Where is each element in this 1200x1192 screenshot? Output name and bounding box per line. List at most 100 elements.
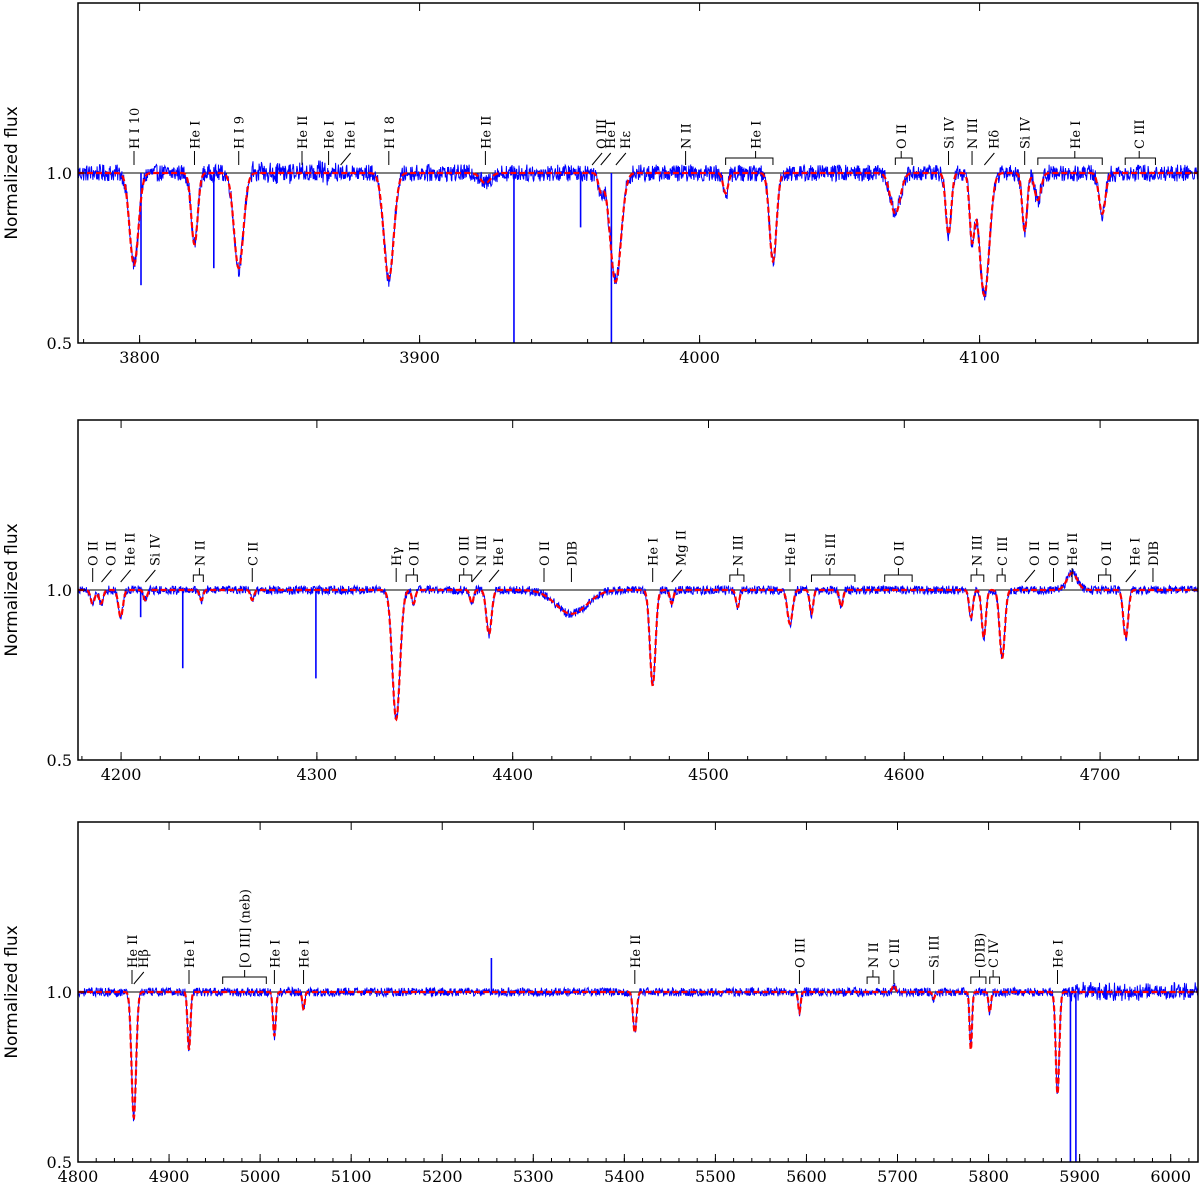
line-id: He I — [1051, 940, 1066, 984]
line-id: N II — [192, 540, 208, 582]
x-tick-label: 5800 — [968, 1167, 1009, 1186]
line-id-label: He II — [124, 533, 139, 566]
y-tick-label: 1.0 — [47, 983, 72, 1002]
line-id: N II — [866, 942, 882, 984]
line-id-label: H I 9 — [233, 116, 248, 149]
line-id-tick — [615, 152, 627, 166]
line-id-label: Mg II — [675, 530, 690, 566]
line-id-bracket — [996, 574, 1006, 582]
x-tick-label: 3900 — [399, 348, 440, 367]
line-id: He I — [323, 121, 338, 165]
line-id: C III — [996, 537, 1011, 582]
line-id-label: N II — [867, 942, 882, 968]
line-id-label: N III — [732, 535, 747, 566]
line-id: O II — [1047, 541, 1062, 582]
line-id: He I — [725, 121, 774, 165]
line-id-label: [O III] (neb) — [239, 889, 254, 968]
line-id-tick — [101, 569, 112, 583]
line-id: O II — [87, 541, 102, 582]
line-id-label: Si IV — [943, 117, 958, 149]
line-id-label: He I — [604, 121, 619, 149]
line-id: He I — [183, 940, 198, 984]
line-id-label: He I — [1069, 121, 1084, 149]
x-tick-label: 5500 — [695, 1167, 736, 1186]
line-id-bracket — [192, 574, 204, 582]
line-id-bracket — [725, 157, 774, 165]
line-id: He II — [120, 533, 139, 583]
x-tick-label: 5200 — [422, 1167, 463, 1186]
line-id-label: O II — [1028, 541, 1043, 566]
line-id-label: Si III — [928, 935, 943, 968]
spectrum-panel-1: 3800 3900 4000 4100 0.5 1.0 Normalized flux H I… — [2, 2, 1199, 367]
line-id: H I 8 — [383, 116, 398, 165]
line-id: Si III — [810, 533, 856, 582]
line-id-label: Hε — [619, 131, 634, 149]
line-id-bracket — [729, 574, 745, 582]
line-id-label: (DIB) — [973, 933, 988, 968]
line-id-tick — [340, 152, 352, 166]
line-id-label: C IV — [987, 939, 1002, 968]
line-id-label: Hγ — [390, 547, 405, 566]
line-id: Hβ — [133, 949, 152, 985]
line-id-tick — [488, 569, 500, 583]
x-tick-label: 5400 — [604, 1167, 645, 1186]
line-id-label: O II — [538, 541, 553, 566]
line-id: He II — [784, 533, 799, 582]
line-id-label: N II — [680, 123, 695, 149]
line-id: C III — [888, 939, 903, 984]
model-spectrum-line — [78, 171, 1198, 297]
line-id-label: He I — [1051, 940, 1066, 968]
line-id-bracket — [884, 574, 913, 582]
line-id: O III — [793, 938, 808, 984]
line-id-label: H I 10 — [128, 108, 143, 149]
line-id-label: O II — [104, 541, 119, 566]
line-id-label: C II — [246, 542, 261, 566]
observed-spectrum-line — [78, 568, 1198, 720]
line-id-label: O II — [892, 541, 907, 566]
line-id-label: He I — [323, 121, 338, 149]
line-id-label: DIB — [565, 541, 580, 566]
line-id: C II — [246, 542, 261, 582]
line-id-label: He II — [126, 935, 141, 968]
x-tick-label: 4000 — [679, 348, 720, 367]
line-id: He II — [479, 116, 494, 165]
line-id-label: Hδ — [987, 130, 1002, 149]
line-id: (DIB) — [970, 933, 988, 984]
x-tick-label: 5700 — [877, 1167, 918, 1186]
line-id: O II — [101, 541, 119, 583]
line-id: O III — [458, 536, 473, 582]
line-id-label: He II — [1066, 533, 1081, 566]
line-id-label: H I 8 — [383, 116, 398, 149]
line-id-bracket — [810, 574, 856, 582]
line-id: N III — [966, 118, 981, 165]
line-id-label: He I — [492, 538, 507, 566]
line-id-tick — [1024, 569, 1036, 583]
line-id-label: He II — [296, 116, 311, 149]
line-id: He II — [126, 935, 141, 984]
line-id-tick — [120, 569, 132, 583]
spectrum-panel-2: 4200 4300 4400 4500 4600 4700 0.5 1.0 Normalized… — [2, 419, 1199, 784]
line-id: C IV — [987, 939, 1002, 984]
line-id-bracket — [970, 574, 985, 582]
x-tick-label: 4900 — [149, 1167, 190, 1186]
line-id: N III — [729, 535, 747, 582]
line-id-label: C III — [1133, 120, 1148, 150]
x-tick-label: 5600 — [786, 1167, 827, 1186]
y-tick-label: 1.0 — [47, 164, 72, 183]
line-id: Hγ — [390, 547, 405, 582]
line-id: O II — [405, 541, 423, 582]
line-id-label: Si IV — [148, 534, 163, 566]
line-id: O II — [1098, 541, 1115, 582]
line-id-label: N III — [966, 118, 981, 149]
y-tick-label: 1.0 — [47, 581, 72, 600]
line-id: He I — [647, 538, 662, 582]
y-tick-label: 0.5 — [47, 1153, 72, 1172]
line-id-bracket — [222, 976, 267, 984]
x-tick-label: 4300 — [297, 765, 338, 784]
line-id: DIB — [1147, 541, 1162, 582]
line-id-tick — [600, 152, 612, 166]
line-id-label: C III — [996, 537, 1011, 567]
line-id: [O III] (neb) — [222, 889, 267, 984]
line-id: He I — [188, 121, 203, 165]
line-id-tick — [1125, 569, 1137, 583]
